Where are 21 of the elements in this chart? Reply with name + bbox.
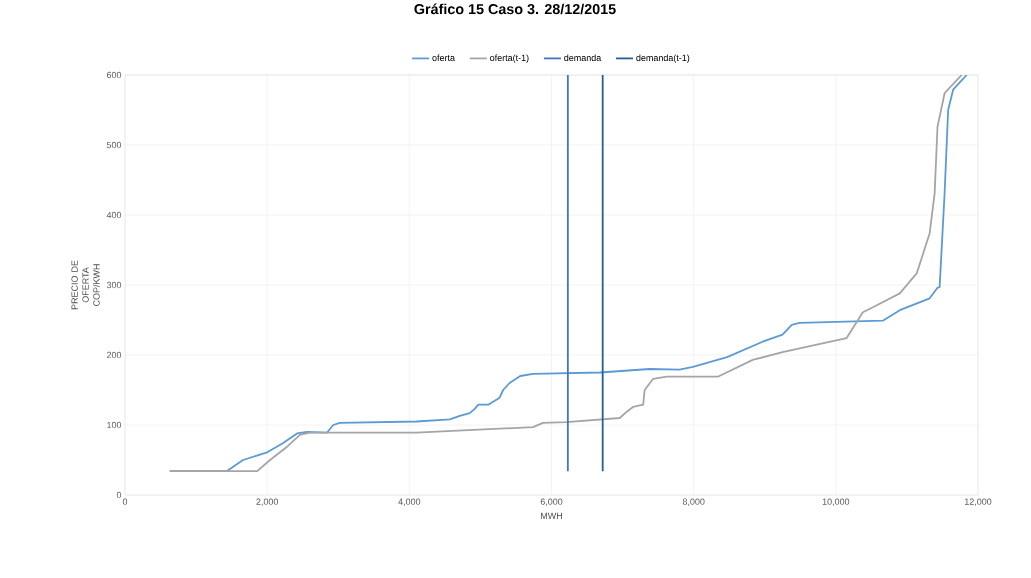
- x-tick-label: 8,000: [682, 498, 705, 506]
- y-tick-label: 200: [106, 351, 122, 359]
- x-tick-label: 2,000: [256, 498, 279, 506]
- x-tick-label: 4,000: [398, 498, 421, 506]
- legend-label: demanda: [564, 54, 602, 62]
- y-tick-label: 600: [106, 71, 122, 79]
- x-tick-label: 12,000: [964, 498, 992, 506]
- legend-label: oferta: [432, 54, 455, 61]
- y-tick-label: 0: [116, 491, 122, 499]
- legend-label: demanda(t-1): [636, 54, 690, 63]
- x-axis-title: MWH: [541, 512, 562, 519]
- y-tick-label: 300: [106, 281, 122, 289]
- y-tick-label: 500: [106, 141, 122, 149]
- y-axis-title: PRECIO DE OFERTA COP/KWH: [71, 260, 100, 310]
- x-tick-label: 10,000: [822, 498, 850, 506]
- x-tick-label: 0: [122, 498, 128, 505]
- y-tick-label: 100: [107, 421, 122, 429]
- legend-label: oferta(t-1): [490, 54, 529, 63]
- y-tick-label: 400: [106, 211, 122, 219]
- chart-title: Gráfico 15 Caso 3. 28/12/2015: [414, 3, 616, 15]
- x-tick-label: 6,000: [540, 498, 563, 506]
